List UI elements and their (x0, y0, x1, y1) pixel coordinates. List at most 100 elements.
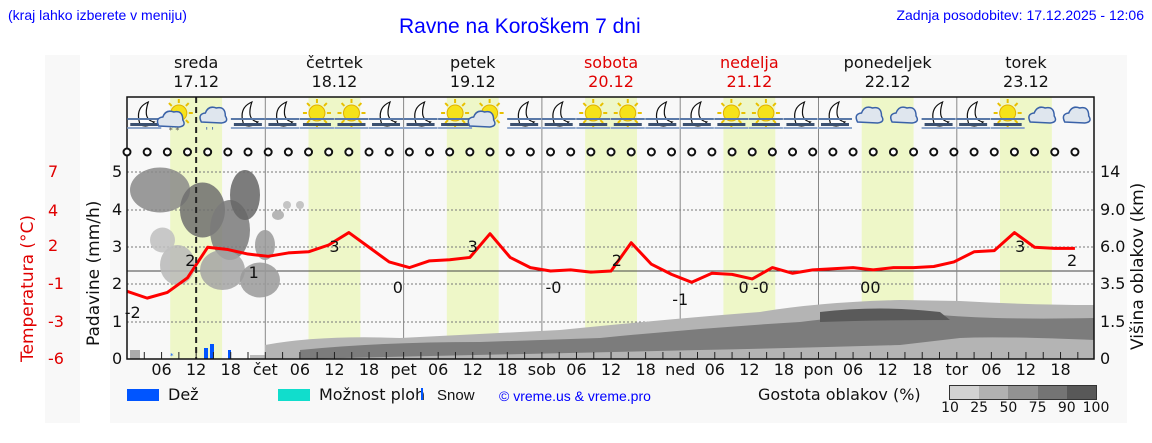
weather-icon-moon-fog (507, 100, 542, 129)
x-tick: sob (527, 360, 557, 379)
region-menu-hint: (kraj lahko izberete v meniju) (8, 7, 187, 23)
day-name: ponedeljek (843, 53, 932, 72)
temperature-label: 2 (612, 251, 622, 270)
daylight-band (585, 97, 637, 359)
day-header: ponedeljek 22.12 (818, 53, 958, 91)
cloud-density-tick: 100 (1082, 400, 1110, 416)
cloud-density-blob (200, 250, 245, 290)
legend-rain-swatch (127, 389, 159, 401)
temperature-tick: -6 (48, 349, 64, 368)
credit-link[interactable]: © vreme.us & vreme.pro (499, 388, 651, 404)
wind-calm-marker (828, 147, 838, 157)
x-tick: 06 (704, 360, 725, 379)
wind-calm-marker (243, 147, 253, 157)
wind-calm-marker (788, 147, 798, 157)
cloud-density-scale (949, 385, 1097, 400)
wind-calm-marker (566, 147, 576, 157)
wind-calm-marker (304, 147, 314, 157)
cloud-height-tick: 9.0 (1100, 200, 1126, 219)
wind-calm-marker (707, 147, 717, 157)
weather-icon-sun-fog (610, 99, 645, 129)
wind-calm-marker (888, 147, 898, 157)
wind-calm-marker (969, 147, 979, 157)
wind-calm-marker (283, 147, 293, 157)
cloud-density-blob (255, 230, 275, 260)
x-tick: 12 (600, 360, 622, 379)
weather-icon-sun-fog (576, 99, 611, 129)
wind-calm-marker (263, 147, 273, 157)
weather-icon-sun-cloud-snow: * * (156, 99, 193, 135)
wind-calm-marker (122, 147, 132, 157)
legend-shower-label: Možnost ploh (319, 385, 426, 404)
precipitation-tick: 0 (112, 349, 123, 368)
wind-calm-marker (586, 147, 596, 157)
wind-calm-marker (404, 147, 414, 157)
wind-calm-marker (546, 147, 556, 157)
temperature-tick: 7 (48, 162, 59, 181)
cloud-density-blob (150, 227, 175, 253)
x-tick: 06 (151, 360, 172, 379)
cloud-density-tick: 25 (970, 400, 989, 416)
wind-calm-marker (949, 147, 959, 157)
temperature-label: -1 (672, 290, 688, 309)
wind-calm-marker (848, 147, 858, 157)
temperature-label: -0 (545, 278, 561, 297)
temperature-tick: -3 (48, 312, 64, 331)
cloud-density-tick: 50 (999, 400, 1018, 416)
day-header: petek 19.12 (403, 53, 543, 91)
wind-calm-marker (1050, 147, 1060, 157)
legend-snow-label: Snow (437, 387, 475, 404)
cloud-height-tick: 6.0 (1100, 237, 1126, 256)
wind-calm-marker (989, 147, 999, 157)
cloud-height-tick: 3.5 (1100, 274, 1126, 293)
temperature-label: 3 (1015, 237, 1025, 256)
wind-calm-marker (324, 147, 334, 157)
precipitation-tick: 4 (112, 200, 123, 219)
wind-calm-marker (384, 147, 394, 157)
day-name: petek (450, 53, 496, 72)
wind-calm-marker (465, 147, 475, 157)
wind-calm-marker (909, 147, 919, 157)
wind-calm-marker (727, 147, 737, 157)
rain-bar (228, 350, 231, 359)
temperature-tick: 2 (48, 236, 59, 255)
weather-icon-moon-fog (817, 100, 852, 129)
svg-text:* *: * * (169, 126, 180, 135)
weather-icon-moon-fog (230, 100, 265, 129)
weather-icon-moon-fog (127, 100, 162, 129)
cloud-density-blob (296, 201, 304, 209)
precipitation-tick: 1 (112, 312, 123, 331)
temperature-label: -2 (125, 303, 141, 322)
weather-icon-cloud (1062, 106, 1091, 124)
weather-icon-moon-fog (956, 100, 991, 129)
wind-calm-marker (767, 147, 777, 157)
wind-calm-marker (747, 147, 757, 157)
wind-calm-marker (1070, 147, 1080, 157)
rain-bar (210, 344, 214, 359)
temperature-label: 2 (1067, 251, 1077, 270)
page-title: Ravne na Koroškem 7 dni (399, 15, 641, 38)
temperature-line (126, 231, 1075, 300)
cloud-density-blob (230, 170, 260, 220)
day-date: 19.12 (449, 72, 496, 91)
temperature-label: -0 (753, 278, 769, 297)
cloud-density-tick: 10 (941, 400, 959, 416)
day-name: četrtek (306, 53, 363, 72)
x-tick: 12 (877, 360, 898, 379)
wind-calm-marker (667, 147, 677, 157)
temperature-tick: -1 (48, 274, 64, 293)
weather-icon-sun-fog (714, 99, 749, 129)
wind-calm-marker (203, 147, 213, 157)
day-date: 20.12 (588, 72, 634, 91)
wind-calm-marker (505, 147, 515, 157)
cloud-density-blob (283, 201, 291, 209)
snow-marker: * (170, 352, 174, 360)
legend-rain-label: Dež (168, 385, 199, 404)
x-tick: 06 (427, 360, 449, 379)
svg-text:' ': ' ' (205, 126, 214, 137)
temperature-tick: 4 (48, 201, 59, 220)
wind-calm-marker (425, 147, 435, 157)
day-header: sreda 17.12 (126, 53, 266, 91)
wind-calm-marker (525, 147, 535, 157)
day-header: sobota 20.12 (541, 53, 681, 91)
